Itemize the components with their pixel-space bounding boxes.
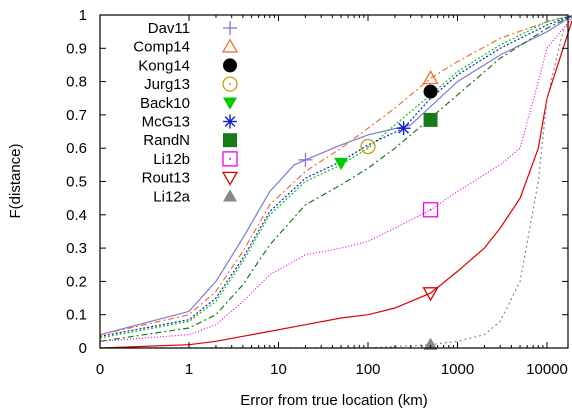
- x-tick-label: 1000: [441, 361, 474, 378]
- legend-label-rout13: Rout13: [142, 170, 190, 187]
- series-curves: [99, 14, 572, 349]
- legend-marker-kong14: [223, 58, 237, 73]
- legend-marker-li12b: [222, 151, 238, 167]
- y-axis: 0 0.1 0.2 0.3 0.4 0.5 0.6 0.7 0.8 0.9 1: [66, 7, 568, 357]
- legend-marker-dav11: [223, 21, 237, 35]
- series-line-li12b: [99, 16, 572, 342]
- y-tick-label: 0.3: [66, 240, 87, 257]
- y-tick-label: 0: [79, 340, 87, 357]
- x-tick-label: 1: [185, 361, 193, 378]
- series-line-comp14: [99, 14, 572, 336]
- data-marker-rout13: [422, 287, 439, 302]
- x-axis-title: Error from true location (km): [240, 392, 428, 409]
- legend-label-kong14: Kong14: [138, 57, 190, 74]
- y-axis-title: F(distance): [7, 143, 24, 218]
- legend-label-comp14: Comp14: [133, 39, 190, 56]
- series-markers: [298, 69, 439, 350]
- series-line-li12a: [100, 16, 572, 349]
- x-tick-label: 10: [270, 361, 287, 378]
- x-tick-label: 100: [355, 361, 380, 378]
- y-tick-label: 0.4: [66, 207, 87, 224]
- data-marker-mcg13: [396, 121, 411, 136]
- y-tick-label: 0.2: [66, 273, 87, 290]
- y-tick-label: 0.8: [66, 74, 87, 91]
- data-marker-jurg13: [360, 138, 376, 155]
- legend-label-dav11: Dav11: [148, 20, 190, 37]
- legend-label-jurg13: Jurg13: [144, 76, 190, 93]
- series-line-randn: [99, 15, 572, 342]
- legend-label-randn: RandN: [143, 132, 190, 149]
- legend-label-mcg13: McG13: [142, 114, 190, 131]
- data-marker-kong14: [423, 84, 438, 99]
- legend-marker-jurg13: [222, 76, 238, 92]
- y-tick-label: 0.5: [66, 174, 87, 191]
- data-marker-randn: [423, 112, 438, 127]
- legend-marker-mcg13: [223, 114, 237, 129]
- x-tick-label: 0: [96, 361, 104, 378]
- y-tick-label: 0.6: [66, 140, 87, 157]
- y-tick-label: 0.1: [66, 307, 87, 324]
- legend-marker-comp14: [221, 38, 239, 53]
- y-tick-label: 0.7: [66, 107, 87, 124]
- legend-marker-li12a: [223, 189, 237, 202]
- data-marker-comp14: [422, 69, 439, 85]
- legend-label-back10: Back10: [140, 95, 190, 112]
- legend-label-li12a: Li12a: [153, 188, 190, 205]
- series-line-back10: [99, 14, 572, 339]
- legend-marker-rout13: [221, 171, 239, 186]
- series-line-dav11: [99, 15, 572, 336]
- x-axis: 0 1 10 100 1000 10000: [96, 15, 568, 378]
- data-marker-dav11: [298, 152, 313, 167]
- data-marker-back10: [334, 157, 349, 171]
- data-marker-li12a: [423, 337, 438, 350]
- y-tick-label: 0.9: [66, 40, 87, 57]
- legend-marker-back10: [223, 97, 237, 110]
- data-marker-li12b: [422, 202, 439, 218]
- legend-marker-randn: [223, 133, 237, 148]
- y-tick-label: 1: [79, 7, 87, 24]
- x-tick-label: 10000: [526, 361, 568, 378]
- series-line-mcg13: [99, 15, 572, 337]
- series-line-rout13: [99, 18, 572, 349]
- legend-label-li12b: Li12b: [153, 151, 190, 168]
